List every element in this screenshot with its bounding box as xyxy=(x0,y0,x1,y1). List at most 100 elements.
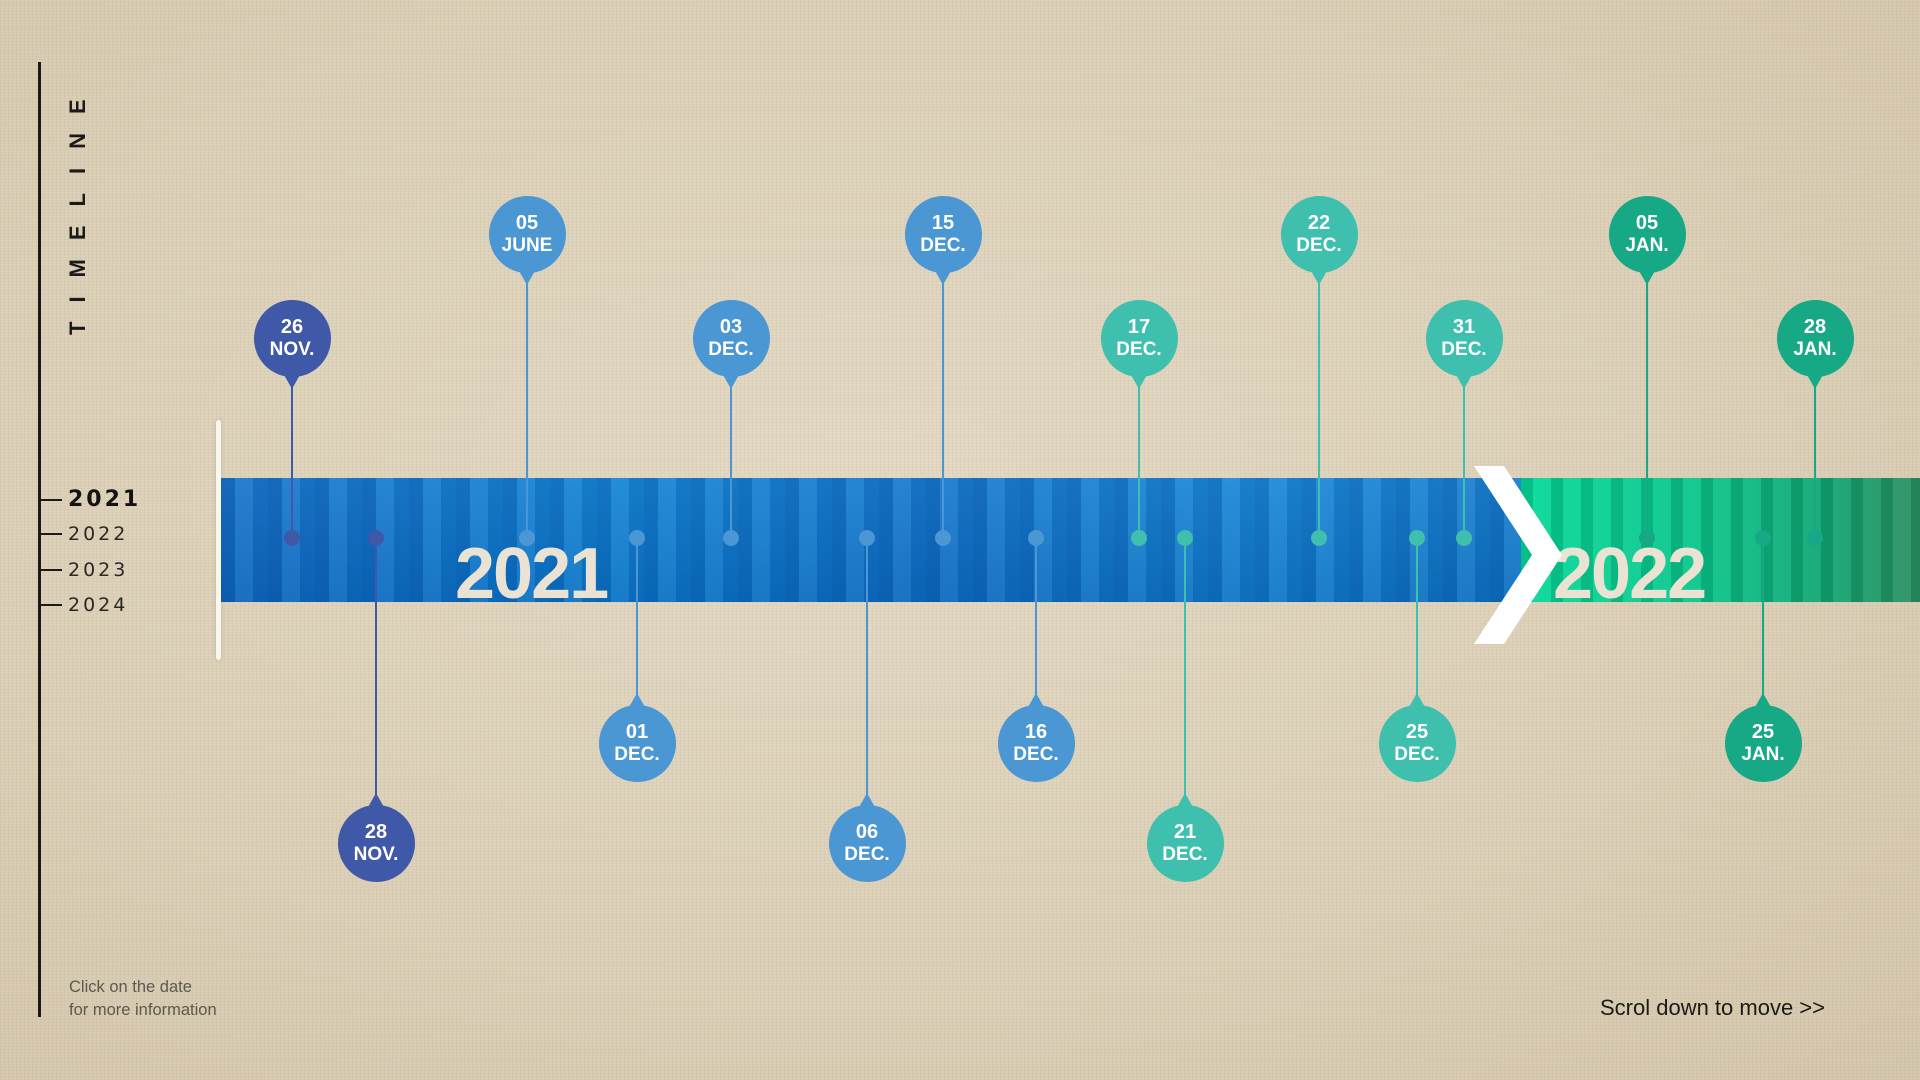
event-connector xyxy=(636,538,638,743)
event-month: DEC. xyxy=(1441,338,1487,360)
event-marker-28-nov[interactable]: 28 NOV. xyxy=(337,792,415,882)
event-day: 16 xyxy=(1024,720,1048,743)
year-label: 2022 xyxy=(68,523,129,545)
event-connector xyxy=(526,234,528,538)
year-nav-item-2024[interactable]: 2024 xyxy=(38,594,128,616)
event-month: DEC. xyxy=(920,234,966,256)
event-connector xyxy=(866,538,868,843)
event-day: 05 xyxy=(515,211,539,234)
event-connector xyxy=(375,538,377,843)
event-day: 05 xyxy=(1635,211,1659,234)
event-connector xyxy=(1463,338,1465,538)
click-hint-line-1: Click on the date xyxy=(69,978,192,996)
year-tick xyxy=(38,533,62,535)
event-connector xyxy=(942,234,944,538)
event-anchor-dot xyxy=(1456,530,1472,546)
event-month: DEC. xyxy=(1394,743,1440,765)
event-anchor-dot xyxy=(519,530,535,546)
event-connector xyxy=(730,338,732,538)
year-tick xyxy=(38,498,62,501)
band-year-2021: 2021 xyxy=(455,534,609,614)
event-anchor-dot xyxy=(935,530,951,546)
event-anchor-dot xyxy=(723,530,739,546)
event-day: 17 xyxy=(1127,315,1151,338)
event-marker-05-june[interactable]: 05 JUNE xyxy=(488,195,566,285)
sidebar-title: TIMELINE xyxy=(65,80,90,336)
event-month: DEC. xyxy=(1296,234,1342,256)
event-marker-06-dec[interactable]: 06 DEC. xyxy=(828,792,906,882)
event-anchor-dot xyxy=(1755,530,1771,546)
event-anchor-dot xyxy=(1807,530,1823,546)
event-marker-05-jan[interactable]: 05 JAN. xyxy=(1608,195,1686,285)
event-day: 28 xyxy=(1803,315,1827,338)
event-anchor-dot xyxy=(1311,530,1327,546)
event-marker-03-dec[interactable]: 03 DEC. xyxy=(692,299,770,389)
event-connector xyxy=(1416,538,1418,743)
event-connector xyxy=(1762,538,1764,743)
event-marker-16-dec[interactable]: 16 DEC. xyxy=(997,692,1075,782)
event-marker-26-nov[interactable]: 26 NOV. xyxy=(253,299,331,389)
sidebar-rule xyxy=(38,62,41,1017)
band-year-2022: 2022 xyxy=(1553,534,1707,614)
event-connector xyxy=(1646,234,1648,538)
event-anchor-dot xyxy=(284,530,300,546)
event-day: 22 xyxy=(1307,211,1331,234)
timeline-band-2022 xyxy=(1521,478,1920,602)
event-day: 31 xyxy=(1452,315,1476,338)
event-anchor-dot xyxy=(859,530,875,546)
year-tick xyxy=(38,604,62,606)
event-month: JAN. xyxy=(1793,338,1837,360)
event-month: DEC. xyxy=(1013,743,1059,765)
click-hint: Click on the date for more information xyxy=(69,976,217,1022)
event-marker-28-jan[interactable]: 28 JAN. xyxy=(1776,299,1854,389)
event-marker-15-dec[interactable]: 15 DEC. xyxy=(904,195,982,285)
event-month: JAN. xyxy=(1741,743,1785,765)
event-anchor-dot xyxy=(368,530,384,546)
event-anchor-dot xyxy=(1409,530,1425,546)
event-month: DEC. xyxy=(708,338,754,360)
event-marker-31-dec[interactable]: 31 DEC. xyxy=(1425,299,1503,389)
event-connector xyxy=(1035,538,1037,743)
year-label: 2021 xyxy=(68,487,142,512)
event-marker-17-dec[interactable]: 17 DEC. xyxy=(1100,299,1178,389)
event-anchor-dot xyxy=(629,530,645,546)
event-month: NOV. xyxy=(269,338,315,360)
event-month: DEC. xyxy=(614,743,660,765)
event-day: 06 xyxy=(855,820,879,843)
event-month: JAN. xyxy=(1625,234,1669,256)
event-month: JUNE xyxy=(501,234,553,256)
event-day: 26 xyxy=(280,315,304,338)
event-connector xyxy=(1138,338,1140,538)
event-connector xyxy=(1184,538,1186,843)
event-month: NOV. xyxy=(353,843,399,865)
event-connector xyxy=(1318,234,1320,538)
event-anchor-dot xyxy=(1028,530,1044,546)
event-day: 01 xyxy=(625,720,649,743)
event-anchor-dot xyxy=(1131,530,1147,546)
scroll-hint: Scrol down to move >> xyxy=(1599,995,1825,1020)
year-nav-item-2022[interactable]: 2022 xyxy=(38,523,128,545)
chevron-right-icon xyxy=(1474,466,1562,644)
event-day: 15 xyxy=(931,211,955,234)
event-marker-25-jan[interactable]: 25 JAN. xyxy=(1724,692,1802,782)
event-month: DEC. xyxy=(844,843,890,865)
event-marker-21-dec[interactable]: 21 DEC. xyxy=(1146,792,1224,882)
year-nav-item-2021[interactable]: 2021 xyxy=(38,487,141,512)
year-nav-item-2023[interactable]: 2023 xyxy=(38,559,128,581)
year-label: 2023 xyxy=(68,559,129,581)
event-marker-01-dec[interactable]: 01 DEC. xyxy=(598,692,676,782)
year-label: 2024 xyxy=(68,594,129,616)
event-marker-22-dec[interactable]: 22 DEC. xyxy=(1280,195,1358,285)
event-connector xyxy=(1814,338,1816,538)
event-day: 28 xyxy=(364,820,388,843)
event-day: 25 xyxy=(1751,720,1775,743)
event-connector xyxy=(291,338,293,538)
event-day: 21 xyxy=(1173,820,1197,843)
event-month: DEC. xyxy=(1162,843,1208,865)
event-marker-25-dec[interactable]: 25 DEC. xyxy=(1378,692,1456,782)
band-start-cap xyxy=(216,420,221,660)
event-day: 03 xyxy=(719,315,743,338)
year-tick xyxy=(38,569,62,571)
event-anchor-dot xyxy=(1177,530,1193,546)
click-hint-line-2: for more information xyxy=(69,1001,217,1019)
